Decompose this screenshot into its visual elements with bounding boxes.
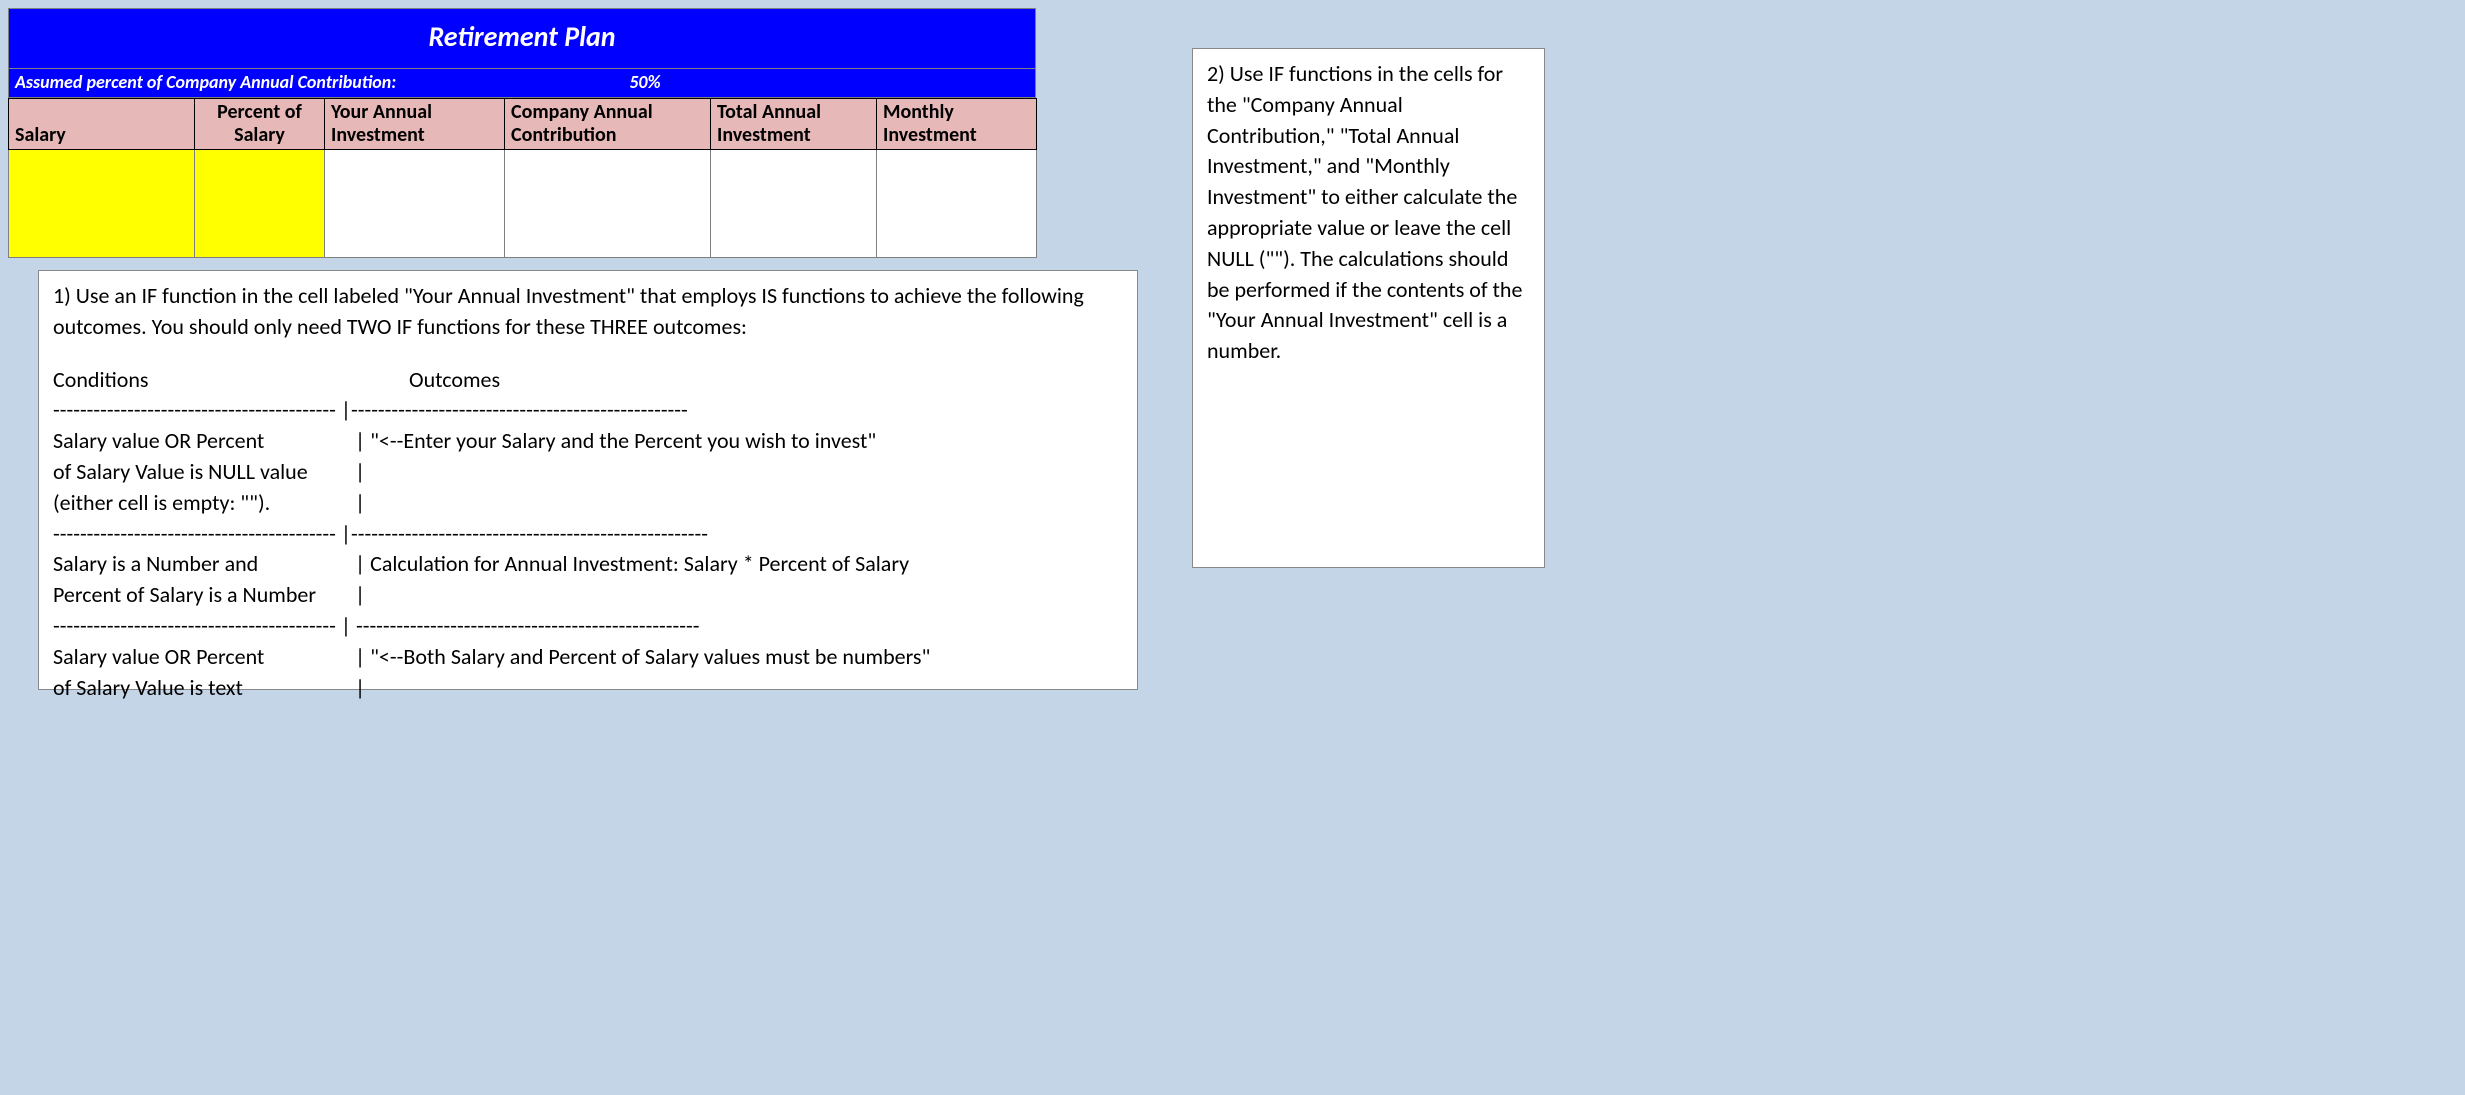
note1-o1: | "<--Enter your Salary and the Percent …: [355, 426, 1123, 457]
retirement-table: Salary Percent of Salary Your Annual Inv…: [8, 98, 1037, 258]
cell-total[interactable]: [711, 150, 877, 258]
col-header-total-l1: Total Annual: [717, 100, 821, 124]
instructions-note-2: 2) Use IF functions in the cells for the…: [1192, 48, 1545, 568]
instructions-note-1: 1) Use an IF function in the cell labele…: [38, 270, 1138, 690]
note1-pipe-4: |: [355, 673, 1123, 704]
note1-headers: Conditions Outcomes: [53, 365, 1123, 396]
col-header-monthly-l2: Investment: [883, 123, 977, 147]
assumed-label: Assumed percent of Company Annual Contri…: [15, 71, 605, 93]
cell-monthly[interactable]: [877, 150, 1037, 258]
note1-o2: | Calculation for Annual Investment: Sal…: [355, 549, 1123, 580]
note1-c2a: Salary is a Number and: [53, 549, 355, 580]
note1-c1a: Salary value OR Percent: [53, 426, 355, 457]
cell-yourinv[interactable]: [325, 150, 505, 258]
col-header-salary: Salary: [9, 99, 195, 150]
col-header-company: Company Annual Contribution: [505, 99, 711, 150]
col-header-monthly: Monthly Investment: [877, 99, 1037, 150]
title-text: Retirement Plan: [428, 19, 615, 54]
assumed-row: Assumed percent of Company Annual Contri…: [8, 69, 1036, 98]
table-row: [9, 150, 1037, 258]
note1-o3: | "<--Both Salary and Percent of Salary …: [355, 642, 1123, 673]
cell-percent[interactable]: [195, 150, 325, 258]
note1-pipe-3: |: [355, 580, 1123, 611]
note2-text: 2) Use IF functions in the cells for the…: [1207, 59, 1530, 367]
note1-c3a: Salary value OR Percent: [53, 642, 355, 673]
col-header-salary-text: Salary: [15, 123, 66, 147]
retirement-sheet: Retirement Plan Assumed percent of Compa…: [8, 8, 1036, 258]
note1-header-conditions: Conditions: [53, 365, 355, 396]
note1-c3b: of Salary Value is text: [53, 673, 355, 704]
col-header-percent-l2: Salary: [234, 123, 285, 147]
cell-company[interactable]: [505, 150, 711, 258]
note1-divider-1: ----------------------------------------…: [53, 395, 1123, 426]
note1-header-outcomes: Outcomes: [355, 365, 1123, 396]
col-header-company-l2: Contribution: [511, 123, 617, 147]
cell-salary[interactable]: [9, 150, 195, 258]
col-header-percent-l1: Percent of: [217, 100, 302, 124]
title-row: Retirement Plan: [8, 8, 1036, 69]
note1-intro: 1) Use an IF function in the cell labele…: [53, 281, 1123, 343]
note1-c1c: (either cell is empty: "").: [53, 488, 355, 519]
note1-divider-3: ----------------------------------------…: [53, 611, 1123, 642]
col-header-total: Total Annual Investment: [711, 99, 877, 150]
col-header-yourinv-l1: Your Annual: [331, 100, 432, 124]
col-header-monthly-l1: Monthly: [883, 100, 954, 124]
col-header-total-l2: Investment: [717, 123, 811, 147]
table-header-row: Salary Percent of Salary Your Annual Inv…: [9, 99, 1037, 150]
note1-pipe-1: |: [355, 457, 1123, 488]
note1-divider-2: ----------------------------------------…: [53, 519, 1123, 550]
col-header-yourinv-l2: Investment: [331, 123, 425, 147]
note1-c1b: of Salary Value is NULL value: [53, 457, 355, 488]
col-header-yourinv: Your Annual Investment: [325, 99, 505, 150]
col-header-percent: Percent of Salary: [195, 99, 325, 150]
col-header-company-l1: Company Annual: [511, 100, 653, 124]
assumed-value: 50%: [605, 71, 685, 93]
note1-c2b: Percent of Salary is a Number: [53, 580, 355, 611]
note1-pipe-2: |: [355, 488, 1123, 519]
